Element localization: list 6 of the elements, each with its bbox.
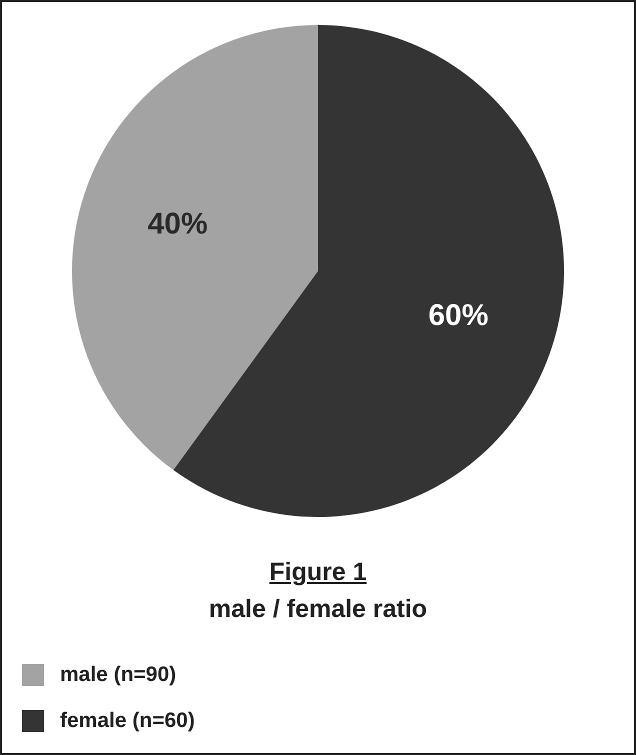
text: Figure 1 bbox=[269, 558, 367, 586]
data-label: 40% bbox=[148, 208, 208, 241]
data-label: 60% bbox=[428, 298, 488, 332]
text: male / female ratio bbox=[208, 595, 428, 624]
legend-label: female (n=60) bbox=[60, 709, 195, 733]
legend-label: male (n=90) bbox=[60, 663, 176, 687]
